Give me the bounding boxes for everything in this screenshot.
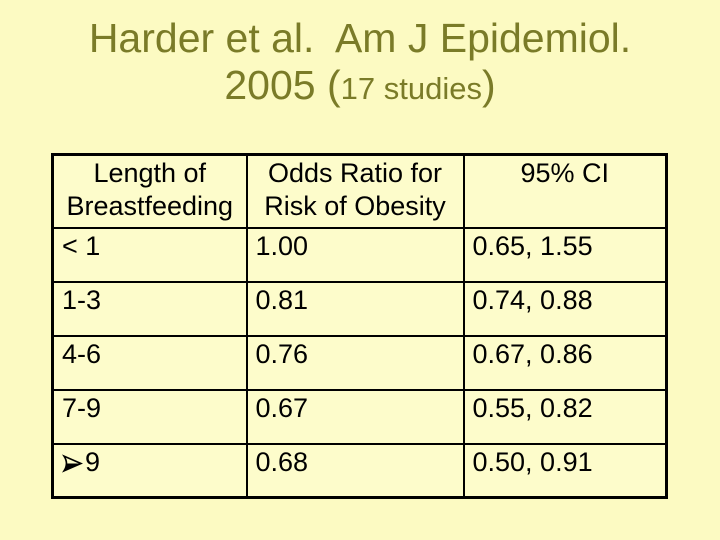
header-row: Length of Breastfeeding Odds Ratio for R… bbox=[51, 153, 668, 229]
geq-arrowhead-icon bbox=[62, 453, 83, 473]
table-row: < 1 1.00 0.65, 1.55 bbox=[51, 226, 668, 283]
cell-ci: 0.74, 0.88 bbox=[462, 280, 668, 337]
table-row: 9 0.68 0.50, 0.91 bbox=[51, 442, 668, 499]
slide-title: Harder et al. Am J Epidemiol. 2005 (17 s… bbox=[0, 14, 720, 112]
cell-ci: 0.65, 1.55 bbox=[462, 226, 668, 283]
table-header: Length of Breastfeeding Odds Ratio for R… bbox=[51, 153, 668, 229]
title-line-2: 2005 (17 studies) bbox=[0, 62, 720, 112]
title-line-2-studies: 17 studies bbox=[340, 71, 482, 106]
table-row: 4-6 0.76 0.67, 0.86 bbox=[51, 334, 668, 391]
cell-length: 1-3 bbox=[51, 280, 248, 337]
cell-ci: 0.55, 0.82 bbox=[462, 388, 668, 445]
cell-length: 4-6 bbox=[51, 334, 248, 391]
col-header-95-ci: 95% CI bbox=[462, 153, 668, 229]
cell-ci: 0.50, 0.91 bbox=[462, 442, 668, 499]
cell-odds-ratio: 0.81 bbox=[245, 280, 465, 337]
table-row: 1-3 0.81 0.74, 0.88 bbox=[51, 280, 668, 337]
cell-length: < 1 bbox=[51, 226, 248, 283]
col-header-odds-ratio: Odds Ratio for Risk of Obesity bbox=[245, 153, 465, 229]
table-body: < 1 1.00 0.65, 1.55 1-3 0.81 0.74, 0.88 … bbox=[51, 226, 668, 499]
table-row: 7-9 0.67 0.55, 0.82 bbox=[51, 388, 668, 445]
cell-length: 9 bbox=[51, 442, 248, 499]
cell-ci: 0.67, 0.86 bbox=[462, 334, 668, 391]
title-line-2-prefix: 2005 ( bbox=[224, 62, 341, 108]
cell-length: 7-9 bbox=[51, 388, 248, 445]
col-header-length-of-breastfeeding: Length of Breastfeeding bbox=[51, 153, 248, 229]
cell-odds-ratio: 0.76 bbox=[245, 334, 465, 391]
cell-odds-ratio: 1.00 bbox=[245, 226, 465, 283]
cell-odds-ratio: 0.68 bbox=[245, 442, 465, 499]
cell-length-value: 9 bbox=[85, 446, 101, 477]
title-line-2-suffix: ) bbox=[481, 62, 496, 108]
cell-odds-ratio: 0.67 bbox=[245, 388, 465, 445]
title-line-1: Harder et al. Am J Epidemiol. bbox=[88, 15, 632, 61]
odds-ratio-table: Length of Breastfeeding Odds Ratio for R… bbox=[51, 153, 668, 499]
